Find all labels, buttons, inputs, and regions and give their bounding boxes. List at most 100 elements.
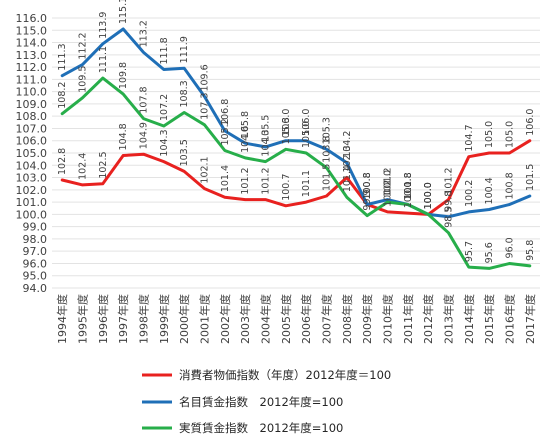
data-label: 101.0 xyxy=(383,170,394,197)
y-tick-label: 105.0 xyxy=(16,147,48,160)
data-labels: 102.8 102.4 102.5 104.8 104.9 104.3 103.5 102.1… xyxy=(57,0,536,263)
data-label: 105.0 xyxy=(301,121,312,148)
series-line xyxy=(60,139,532,216)
data-label: 113.2 xyxy=(139,20,150,47)
data-label: 105.0 xyxy=(484,121,495,148)
x-tick-label: 2011年度 xyxy=(401,294,415,344)
data-label: 109.6 xyxy=(200,64,211,91)
data-label: 100.0 xyxy=(423,182,434,209)
data-label: 105.3 xyxy=(281,117,292,144)
y-tick-label: 115.0 xyxy=(16,24,48,37)
data-label: 104.9 xyxy=(139,122,150,149)
y-tick-label: 116.0 xyxy=(16,12,48,25)
data-label: 108.2 xyxy=(57,82,68,109)
data-label: 107.2 xyxy=(159,94,170,121)
data-label: 100.7 xyxy=(281,174,292,201)
data-label: 103.8 xyxy=(322,136,333,163)
data-label: 102.4 xyxy=(78,153,89,180)
data-label: 102.8 xyxy=(57,148,68,175)
x-tick-label: 2007年度 xyxy=(320,294,334,344)
data-label: 100.1 xyxy=(403,181,414,208)
data-label: 113.9 xyxy=(98,12,109,39)
data-label: 105.5 xyxy=(261,115,272,142)
data-label: 95.7 xyxy=(464,241,475,262)
data-label: 115.1 xyxy=(118,0,129,24)
data-label: 101.5 xyxy=(322,164,333,191)
y-tick-label: 98.0 xyxy=(23,233,48,246)
data-label: 106.0 xyxy=(281,109,292,136)
data-label: 100.0 xyxy=(423,182,434,209)
y-tick-label: 106.0 xyxy=(16,135,48,148)
y-tick-label: 113.0 xyxy=(16,49,48,62)
data-label: 98.5 xyxy=(444,207,455,228)
y-tick-label: 107.0 xyxy=(16,122,48,135)
data-label: 106.0 xyxy=(525,109,536,136)
x-tick-label: 2004年度 xyxy=(259,294,273,344)
data-label: 109.5 xyxy=(78,66,89,93)
y-axis-tick-labels: 94.095.096.097.098.099.0100.0101.0102.01… xyxy=(16,12,48,295)
x-tick-label: 2009年度 xyxy=(360,294,374,344)
y-tick-label: 99.0 xyxy=(23,221,48,234)
y-tick-label: 108.0 xyxy=(16,110,48,123)
y-tick-label: 100.0 xyxy=(16,208,48,221)
y-tick-label: 101.0 xyxy=(16,196,48,209)
y-tick-label: 104.0 xyxy=(16,159,48,172)
legend-entry: 実質賃金指数 2012年度=100 xyxy=(179,421,343,435)
y-tick-label: 96.0 xyxy=(23,257,48,270)
data-label: 102.1 xyxy=(200,156,211,183)
series-lines xyxy=(60,27,532,270)
x-tick-label: 2012年度 xyxy=(421,294,435,344)
y-tick-label: 114.0 xyxy=(16,37,48,50)
data-label: 105.8 xyxy=(240,111,251,138)
y-tick-label: 109.0 xyxy=(16,98,48,111)
data-label: 104.7 xyxy=(464,124,475,151)
y-tick-label: 94.0 xyxy=(23,282,48,295)
y-tick-label: 110.0 xyxy=(16,86,48,99)
x-tick-label: 2000年度 xyxy=(177,294,191,344)
x-tick-label: 1997年度 xyxy=(116,294,130,344)
data-label: 111.1 xyxy=(98,46,109,73)
y-tick-label: 112.0 xyxy=(16,61,48,74)
data-label: 112.2 xyxy=(78,32,89,59)
data-label: 101.2 xyxy=(240,167,251,194)
data-label: 106.8 xyxy=(220,99,231,126)
data-label: 95.8 xyxy=(525,240,536,261)
data-label: 101.4 xyxy=(342,165,353,192)
data-label: 111.8 xyxy=(159,37,170,64)
data-label: 99.8 xyxy=(444,191,455,212)
data-label: 104.6 xyxy=(240,126,251,153)
legend: 消費者物価指数（年度）2012年度＝100 名目賃金指数 2012年度=100 実質… xyxy=(142,368,391,435)
x-tick-label: 1994年度 xyxy=(55,294,69,344)
data-label: 107.3 xyxy=(200,93,211,120)
data-label: 104.3 xyxy=(261,129,272,156)
data-label: 99.9 xyxy=(362,189,373,210)
data-label: 105.2 xyxy=(220,118,231,145)
data-label: 100.8 xyxy=(505,172,516,199)
data-label: 100.2 xyxy=(464,180,475,207)
series-line xyxy=(60,27,532,219)
x-tick-label: 2001年度 xyxy=(198,294,212,344)
legend-entry: 消費者物価指数（年度）2012年度＝100 xyxy=(179,368,391,382)
y-tick-label: 102.0 xyxy=(16,184,48,197)
data-label: 100.8 xyxy=(403,172,414,199)
x-tick-label: 2002年度 xyxy=(218,294,232,344)
x-tick-label: 2014年度 xyxy=(462,294,476,344)
data-label: 101.5 xyxy=(525,164,536,191)
x-tick-label: 2010年度 xyxy=(381,294,395,344)
data-label: 101.1 xyxy=(301,170,312,197)
data-label: 103.5 xyxy=(179,139,190,166)
data-label: 107.8 xyxy=(139,86,150,113)
x-tick-label: 2013年度 xyxy=(442,294,456,344)
data-label: 111.3 xyxy=(57,43,68,70)
data-label: 106.0 xyxy=(301,109,312,136)
data-label: 101.2 xyxy=(383,167,394,194)
x-tick-label: 1996年度 xyxy=(96,294,110,344)
data-label: 111.9 xyxy=(179,36,190,63)
x-tick-label: 1998年度 xyxy=(137,294,151,344)
legend-entry: 名目賃金指数 2012年度=100 xyxy=(179,395,343,409)
data-label: 100.8 xyxy=(362,172,373,199)
data-label: 101.2 xyxy=(261,167,272,194)
x-tick-label: 2015年度 xyxy=(482,294,496,344)
data-label: 102.3 xyxy=(342,145,353,172)
x-tick-label: 2006年度 xyxy=(299,294,313,344)
